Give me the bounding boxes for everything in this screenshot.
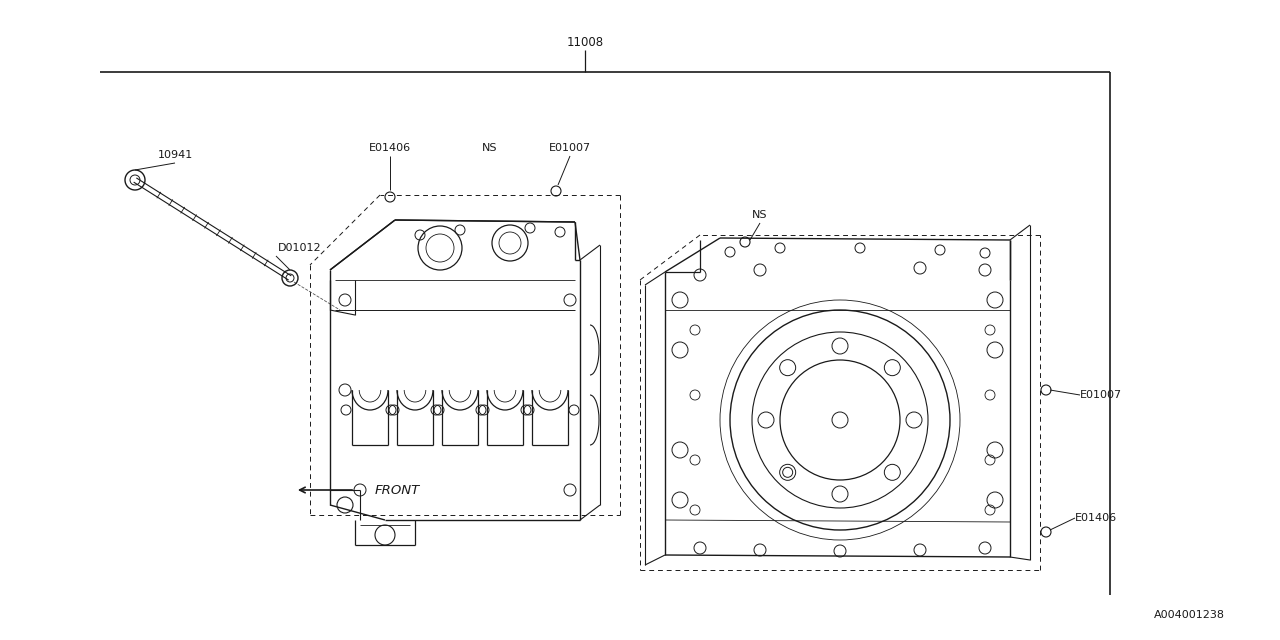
Text: D01012: D01012: [278, 243, 321, 253]
Text: NS: NS: [753, 210, 768, 220]
Text: NS: NS: [483, 143, 498, 153]
Text: E01007: E01007: [1080, 390, 1123, 400]
Text: E01406: E01406: [369, 143, 411, 153]
Text: E01406: E01406: [1075, 513, 1117, 523]
Text: E01007: E01007: [549, 143, 591, 153]
Text: 11008: 11008: [567, 35, 604, 49]
Text: 10941: 10941: [157, 150, 192, 160]
Text: A004001238: A004001238: [1155, 610, 1225, 620]
Text: FRONT: FRONT: [375, 483, 420, 497]
